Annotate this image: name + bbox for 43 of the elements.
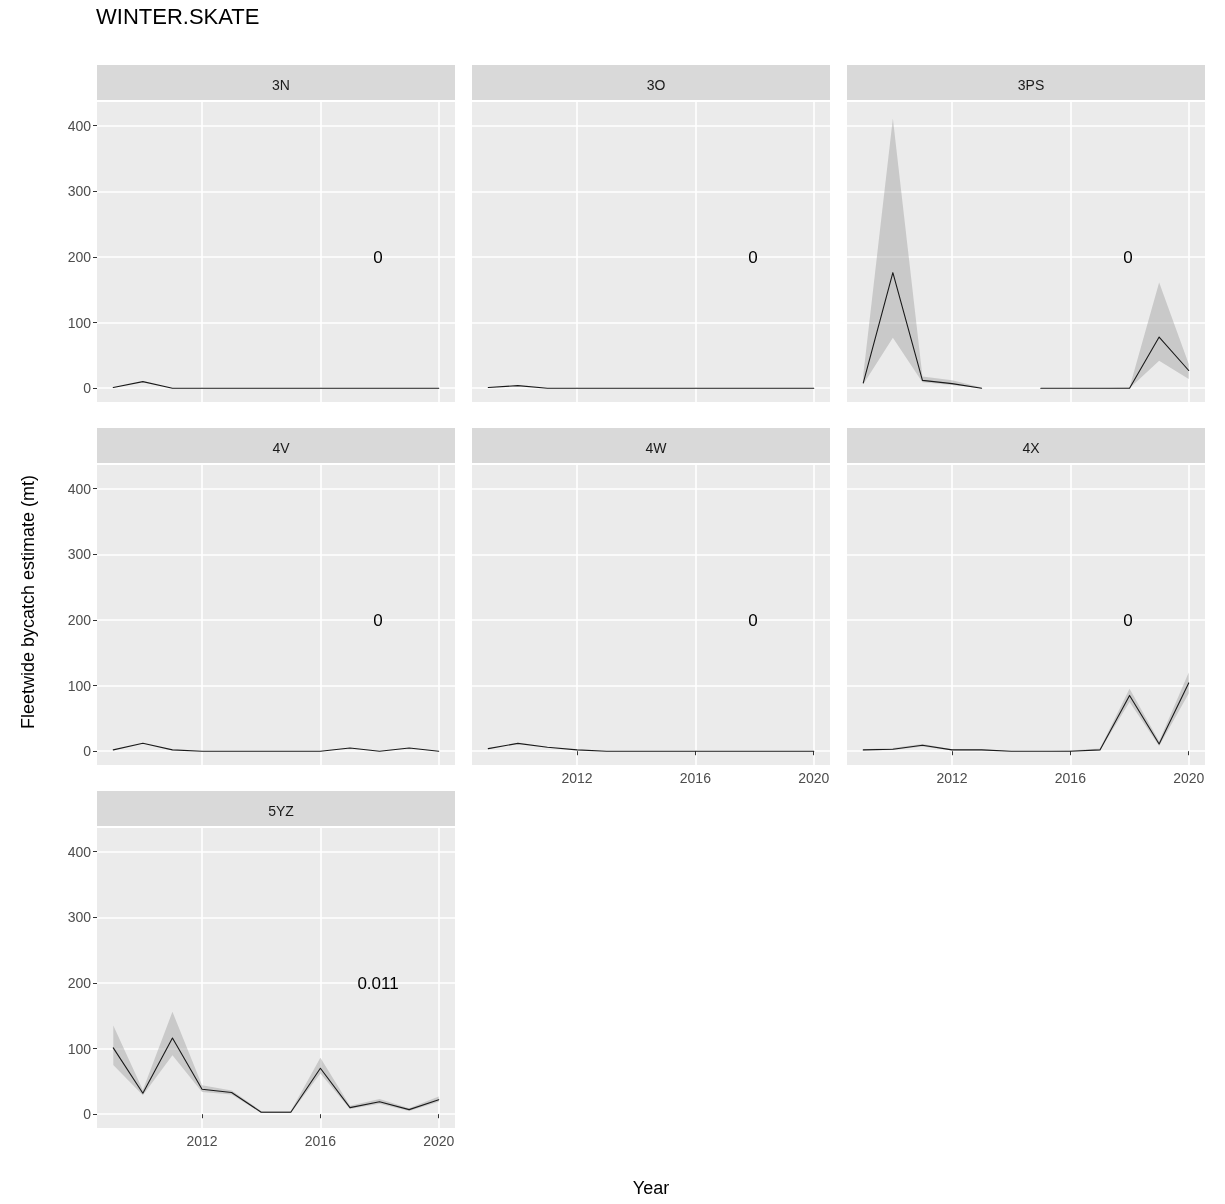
y-tick-label: 100 [67, 1040, 92, 1057]
y-tick-label: 300 [67, 183, 92, 200]
y-tick-label: 0 [83, 380, 92, 397]
chart-title: 5YZ [268, 803, 295, 819]
x-tick-label: 2020 [798, 770, 830, 786]
chart-title: 4V [272, 440, 291, 456]
chart-title: 3N [272, 77, 290, 93]
x-tick-label: 2012 [936, 770, 968, 786]
y-tick-label: 0 [83, 743, 92, 760]
y-tick-label: 200 [67, 248, 92, 265]
chart-subtitle: WINTER.SKATE [96, 4, 260, 30]
chart-title: 3PS [1017, 77, 1045, 93]
line-series [112, 742, 440, 752]
y-tick-label: 400 [67, 843, 92, 860]
y-tick-label: 200 [67, 611, 92, 628]
y-tick-label: 400 [67, 480, 92, 497]
y-tick-label: 0 [83, 1106, 92, 1123]
y-axis-title: Fleetwide bycatch estimate (mt) [17, 474, 39, 730]
y-tick-label: 300 [67, 546, 92, 563]
x-tick-label: 2012 [186, 1133, 218, 1149]
x-axis-title: Year [632, 1177, 670, 1199]
x-tick-label: 2016 [1054, 770, 1087, 786]
x-tick-label: 2020 [1173, 770, 1205, 786]
annotation: 0 [1123, 610, 1133, 630]
y-tick-label: 100 [67, 314, 92, 331]
line-series [112, 1037, 440, 1113]
x-tick-label: 2012 [561, 770, 593, 786]
y-tick-label: 400 [67, 117, 92, 134]
annotation: 0 [373, 610, 383, 630]
x-tick-label: 2016 [679, 770, 712, 786]
annotation: 0 [748, 610, 758, 630]
annotation: 0 [373, 247, 383, 267]
x-tick-label: 2020 [423, 1133, 455, 1149]
chart-title: 4X [1022, 440, 1041, 456]
chart-title: 4W [645, 440, 668, 456]
chart-title: 3O [646, 77, 666, 93]
x-tick-label: 2016 [304, 1133, 337, 1149]
y-tick-label: 300 [67, 909, 92, 926]
annotation: 0 [1123, 247, 1133, 267]
annotation: 0.011 [357, 973, 399, 993]
y-tick-label: 200 [67, 974, 92, 991]
y-tick-label: 100 [67, 677, 92, 694]
annotation: 0 [748, 247, 758, 267]
